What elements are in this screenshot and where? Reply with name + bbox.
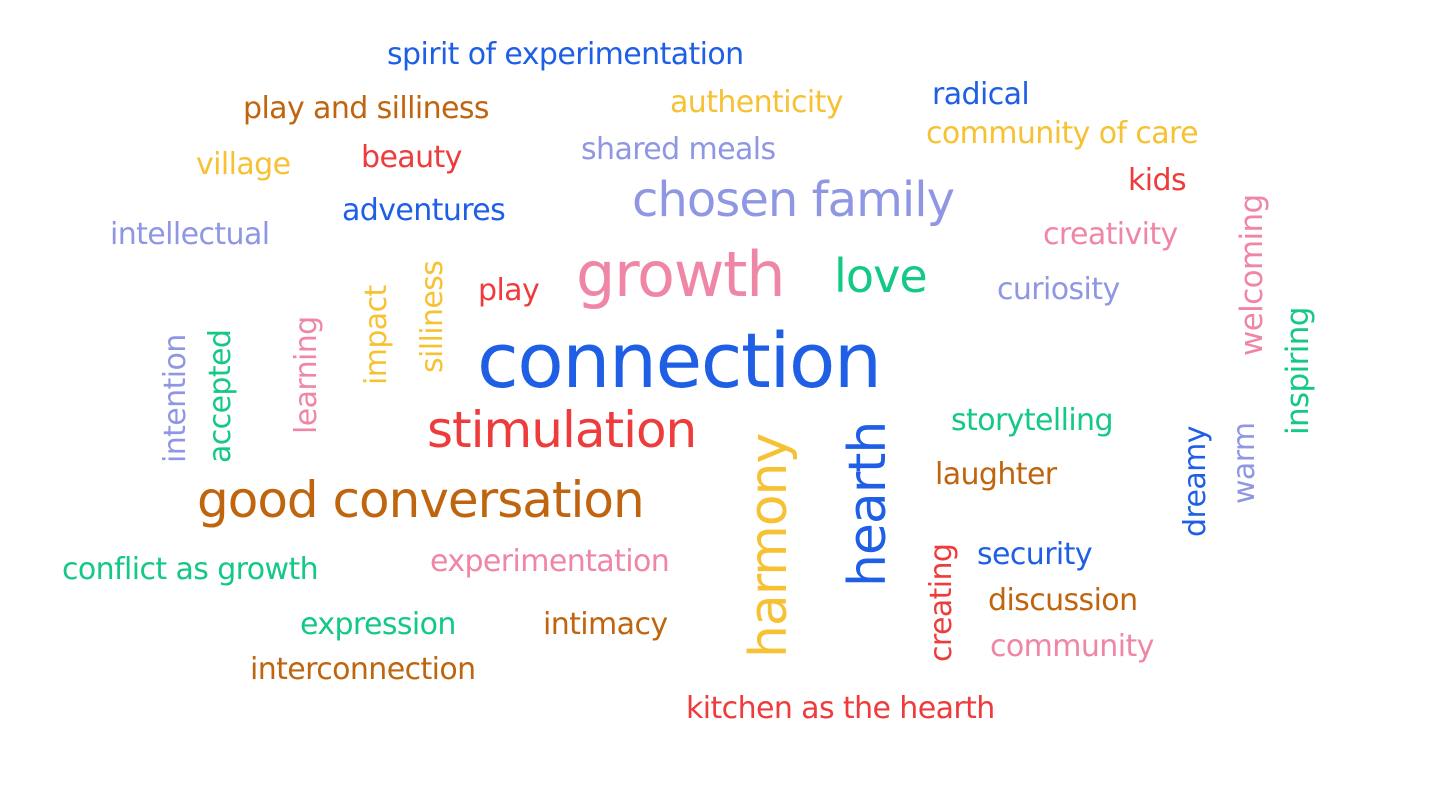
word-adventures: adventures (342, 193, 506, 228)
word-hearth: hearth (838, 421, 898, 587)
word-community-of-care: community of care (926, 116, 1199, 151)
word-interconnection: interconnection (250, 652, 476, 687)
word-security: security (977, 537, 1093, 572)
word-discussion: discussion (988, 583, 1138, 618)
word-curiosity: curiosity (997, 272, 1120, 307)
word-harmony: harmony (739, 433, 799, 658)
word-intimacy: intimacy (543, 607, 668, 642)
word-intention: intention (158, 334, 193, 463)
word-chosen-family: chosen family (632, 172, 955, 228)
word-play: play (478, 273, 540, 308)
word-radical: radical (932, 77, 1030, 112)
word-laughter: laughter (935, 457, 1057, 492)
word-warm: warm (1227, 422, 1262, 504)
word-village: village (196, 147, 291, 182)
word-expression: expression (300, 607, 456, 642)
word-storytelling: storytelling (951, 403, 1114, 438)
word-good-conversation: good conversation (197, 471, 645, 529)
word-conflict-as-growth: conflict as growth (62, 552, 319, 587)
word-learning: learning (289, 316, 324, 434)
word-impact: impact (359, 285, 394, 385)
word-play-and-silliness: play and silliness (243, 91, 490, 126)
word-stimulation: stimulation (427, 401, 697, 459)
word-growth: growth (576, 238, 786, 311)
word-connection: connection (477, 316, 882, 405)
word-beauty: beauty (361, 140, 462, 175)
word-silliness: silliness (415, 260, 450, 373)
word-authenticity: authenticity (670, 85, 843, 120)
word-love: love (834, 249, 928, 303)
word-accepted: accepted (203, 329, 238, 463)
word-welcoming: welcoming (1234, 194, 1270, 356)
word-spirit-of-experimentation: spirit of experimentation (387, 37, 744, 72)
word-dreamy: dreamy (1178, 426, 1213, 537)
word-community: community (990, 629, 1154, 664)
word-inspiring: inspiring (1280, 307, 1316, 435)
word-kids: kids (1128, 163, 1187, 198)
word-creating: creating (924, 543, 959, 662)
word-shared-meals: shared meals (581, 132, 776, 167)
word-experimentation: experimentation (430, 544, 670, 579)
word-kitchen-as-the-hearth: kitchen as the hearth (686, 691, 995, 726)
word-intellectual: intellectual (110, 217, 270, 252)
word-creativity: creativity (1043, 217, 1178, 252)
